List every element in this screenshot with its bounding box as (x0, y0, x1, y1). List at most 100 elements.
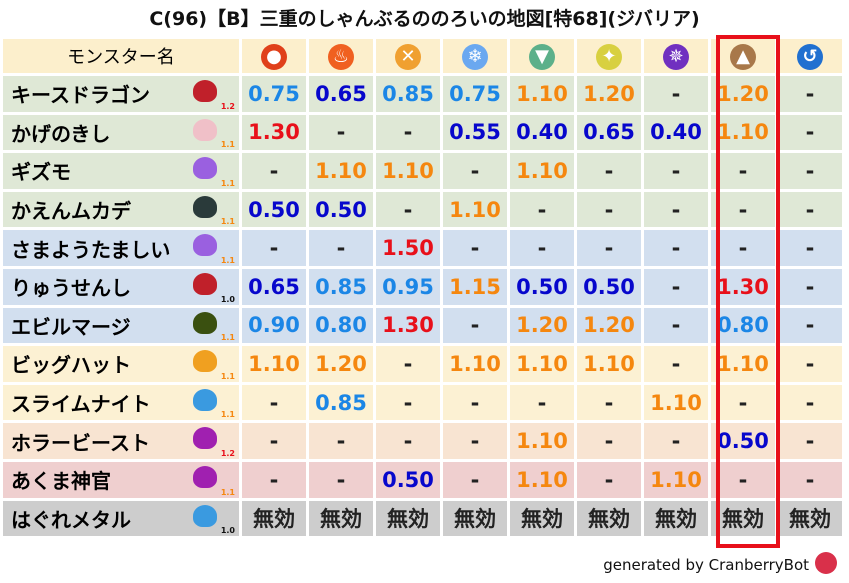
resistance-value: 0.85 (309, 384, 373, 421)
monster-level: 1.1 (220, 217, 235, 227)
resistance-value: 1.10 (644, 384, 708, 421)
resistance-value: - (443, 384, 507, 421)
resistance-value: 0.80 (711, 307, 775, 344)
dragon-icon (193, 272, 217, 295)
resistance-value: - (510, 230, 574, 266)
resistance-value: 1.15 (443, 268, 507, 305)
resistance-value: - (309, 461, 373, 498)
fireball-icon: ● (261, 43, 287, 70)
resistance-value: 1.10 (711, 346, 775, 382)
resistance-value: 1.10 (242, 346, 306, 382)
resistance-value: 0.50 (309, 191, 373, 228)
monster-name: りゅうせんし (11, 276, 131, 301)
resistance-value: 1.30 (711, 268, 775, 305)
resistance-value: - (644, 307, 708, 344)
resistance-value: - (577, 230, 641, 266)
resistance-value: 無効 (778, 500, 842, 537)
column-header-element: ❄ (443, 39, 507, 73)
resistance-value: 0.50 (711, 423, 775, 459)
resistance-value: 0.75 (242, 76, 306, 112)
resistance-value: - (443, 153, 507, 189)
resistance-value: 0.90 (242, 307, 306, 344)
resistance-value: 無効 (242, 500, 306, 537)
demon-icon (193, 427, 217, 450)
monster-level: 1.2 (220, 101, 235, 111)
resistance-value: - (778, 191, 842, 228)
resistance-value: 無効 (376, 500, 440, 537)
resistance-value: - (778, 384, 842, 421)
resistance-value: - (778, 153, 842, 189)
table-row: ホラービースト 1.2- - - -1.10- -0.50- (3, 423, 842, 459)
resistance-value: 0.95 (376, 268, 440, 305)
column-header-element: ● (242, 39, 306, 73)
resistance-value: 1.20 (309, 346, 373, 382)
monster-name: ホラービースト (11, 430, 150, 455)
resistance-table: モンスター名 ● ♨ ✕ ❄ ▼ ✦ ✵ ▲ ↺ キースドラゴン 1.2 0.75 0.65 0.85 0.7… (0, 36, 845, 539)
resistance-value: 無効 (309, 500, 373, 537)
resistance-value: - (376, 346, 440, 382)
monster-name: さまようたましい (11, 237, 171, 262)
slime-hood-icon (193, 311, 217, 334)
resistance-value: 0.40 (510, 114, 574, 151)
monster-cell: ホラービースト 1.2 (3, 423, 239, 459)
resistance-value: 0.50 (242, 191, 306, 228)
resistance-value: 1.20 (577, 76, 641, 112)
monster-cell: キースドラゴン 1.2 (3, 76, 239, 112)
explosion-icon: ✕ (395, 43, 421, 70)
monster-cell: スライムナイト 1.1 (3, 384, 239, 421)
monster-name: かげのきし (11, 121, 111, 146)
monster-level: 1.1 (220, 371, 235, 381)
resistance-value: - (644, 423, 708, 459)
monster-cell: かげのきし 1.1 (3, 114, 239, 151)
resistance-value: - (711, 153, 775, 189)
column-header-element: ✕ (376, 39, 440, 73)
ghost-cloud-icon (193, 234, 217, 257)
resistance-value: 0.65 (242, 268, 306, 305)
slime-icon (193, 388, 217, 411)
monster-cell: はぐれメタル 1.0 (3, 500, 239, 537)
resistance-value: - (242, 384, 306, 421)
resistance-value: - (309, 230, 373, 266)
resistance-value: 1.50 (376, 230, 440, 266)
insect-icon (193, 195, 217, 218)
resistance-value: 1.20 (577, 307, 641, 344)
resistance-value: - (309, 423, 373, 459)
dark-icon: ✵ (663, 43, 689, 70)
column-header-element: ▲ (711, 39, 775, 73)
monster-cell: エビルマージ 1.1 (3, 307, 239, 344)
resistance-value: 1.30 (376, 307, 440, 344)
resistance-value: 0.55 (443, 114, 507, 151)
resistance-value: - (778, 268, 842, 305)
resistance-value: 0.40 (644, 114, 708, 151)
resistance-value: - (644, 230, 708, 266)
monster-level: 1.2 (220, 448, 235, 458)
resistance-value: - (242, 461, 306, 498)
table-row: スライムナイト 1.1-0.85- - - -1.10- - (3, 384, 842, 421)
resistance-value: 1.10 (510, 461, 574, 498)
wind-icon: ▼ (529, 43, 555, 70)
monster-level: 1.1 (220, 255, 235, 265)
resistance-value: - (242, 230, 306, 266)
resistance-value: 0.50 (376, 461, 440, 498)
resistance-value: 無効 (711, 500, 775, 537)
resistance-value: - (376, 423, 440, 459)
monster-level: 1.1 (220, 410, 235, 420)
resistance-value: - (376, 384, 440, 421)
monster-name: スライムナイト (11, 392, 151, 417)
resistance-value: 0.85 (376, 76, 440, 112)
water-icon: ↺ (797, 43, 823, 70)
resistance-value: 1.10 (510, 76, 574, 112)
monster-name: ギズモ (11, 160, 71, 185)
resistance-value: - (577, 384, 641, 421)
skull-icon (193, 118, 217, 141)
column-header-element: ♨ (309, 39, 373, 73)
resistance-value: 1.10 (309, 153, 373, 189)
slime-icon (193, 504, 217, 527)
resistance-value: - (577, 461, 641, 498)
ghost-cloud-icon (193, 157, 217, 180)
resistance-value: - (778, 423, 842, 459)
table-row: ビッグハット 1.1 1.10 1.20-1.10 1.10 1.10-1.10- (3, 346, 842, 382)
resistance-value: - (778, 114, 842, 151)
resistance-value: 1.20 (510, 307, 574, 344)
column-header-element: ✦ (577, 39, 641, 73)
